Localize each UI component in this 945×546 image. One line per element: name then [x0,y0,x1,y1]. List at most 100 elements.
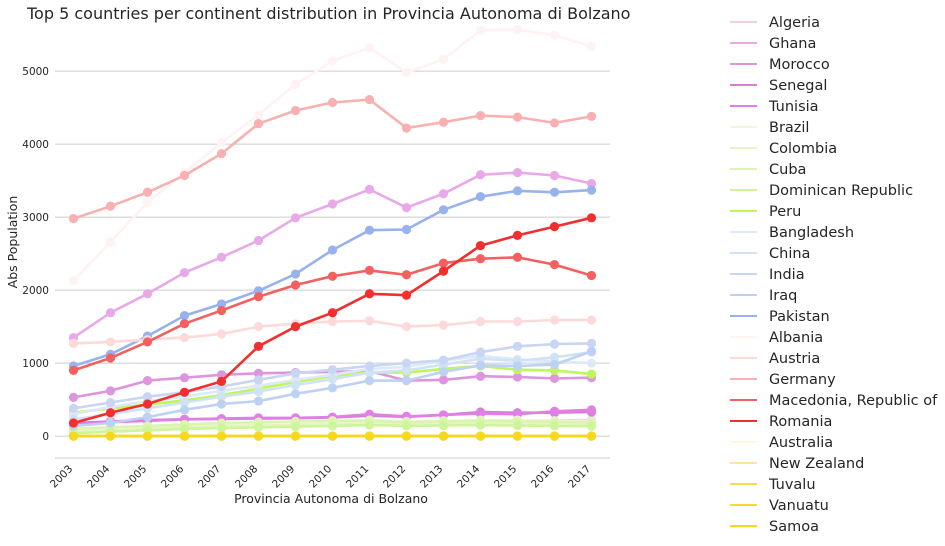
data-point [290,322,301,332]
data-point [401,376,412,386]
legend-label: India [769,267,805,283]
data-point [549,315,560,325]
data-point [438,431,449,441]
legend-item: Bangladesh [730,225,854,241]
legend-item: New Zealand [730,456,864,472]
data-point [475,240,486,251]
legend-item: Senegal [730,78,827,94]
data-point [327,431,338,441]
data-point [290,431,301,441]
legend-item: Cuba [730,162,806,178]
data-point [68,403,79,413]
data-point [68,338,79,348]
data-point [438,375,449,385]
data-point [216,376,227,386]
data-point [105,418,116,428]
data-point [68,213,79,224]
data-point [253,386,264,397]
data-point [364,431,375,441]
data-point [364,184,375,194]
data-point [290,368,301,378]
series-macedonia-republic-of [68,252,597,375]
legend-item: Albania [730,330,823,346]
data-point [253,375,264,385]
data-point [475,254,486,264]
data-point [216,148,227,159]
data-point [327,308,338,318]
data-point [327,316,338,327]
legend-item: Peru [730,204,801,220]
data-point [512,316,523,327]
y-tick-label: 2000 [22,285,49,297]
series-group [68,24,597,441]
legend-label: Morocco [769,57,830,73]
x-axis-ticks: 2003 2004 2005 2006 2007 2008 2009 2010 2011 2012… [48,463,593,491]
legend-item: Morocco [730,57,830,73]
legend-item: Germany [730,372,836,388]
legend-label: Tuvalu [768,477,816,493]
data-point [364,265,375,275]
data-point [105,337,116,347]
legend-item: Brazil [730,120,809,136]
data-point [216,431,227,441]
data-point [364,289,375,299]
data-point [105,397,116,408]
data-point [438,355,449,365]
data-point [216,299,227,309]
legend-item: Australia [730,435,833,451]
data-point [401,358,412,368]
x-tick-label: 2007 [196,463,223,490]
data-point [586,185,597,195]
data-point [68,392,79,403]
chart-title: Top 5 countries per continent distributi… [26,4,630,23]
data-point [512,24,523,35]
data-point [512,252,523,262]
data-point [290,213,301,223]
data-point [549,421,560,431]
data-point [549,359,560,370]
data-point [549,373,560,384]
data-point [253,422,264,432]
legend-item: Romania [730,414,832,430]
data-point [586,421,597,431]
x-tick-label: 2008 [233,463,260,490]
y-axis-label: Abs Population [5,196,20,289]
series-germany [68,94,597,224]
data-point [438,320,449,330]
x-tick-label: 2011 [344,463,371,490]
data-point [549,118,560,128]
legend-item: Tunisia [730,99,819,115]
data-point [364,43,375,53]
data-point [253,119,264,129]
data-point [475,431,486,441]
legend-label: Pakistan [769,309,830,325]
legend-item: Iraq [730,288,797,304]
data-point [401,270,412,280]
data-point [586,41,597,51]
data-point [327,374,338,384]
data-point [586,315,597,325]
legend: Algeria Ghana Morocco Senegal Tunisia Brazil C… [730,15,938,535]
data-point [68,365,79,375]
legend-label: Cuba [769,162,806,178]
data-point [549,431,560,441]
data-point [253,110,264,120]
data-point [142,187,153,197]
data-point [105,237,116,247]
data-point [364,376,375,386]
legend-item: India [730,267,805,283]
series-austria [68,315,597,348]
legend-label: Colombia [769,141,837,157]
data-point [105,308,116,318]
data-point [438,117,449,127]
data-point [401,224,412,235]
data-point [438,367,449,377]
data-point [253,292,264,302]
data-point [364,94,375,105]
data-point [586,431,597,441]
legend-item: Pakistan [730,309,830,325]
data-point [586,213,597,223]
legend-label: Tunisia [768,99,819,115]
data-point [438,420,449,431]
legend-item: Ghana [730,36,816,52]
